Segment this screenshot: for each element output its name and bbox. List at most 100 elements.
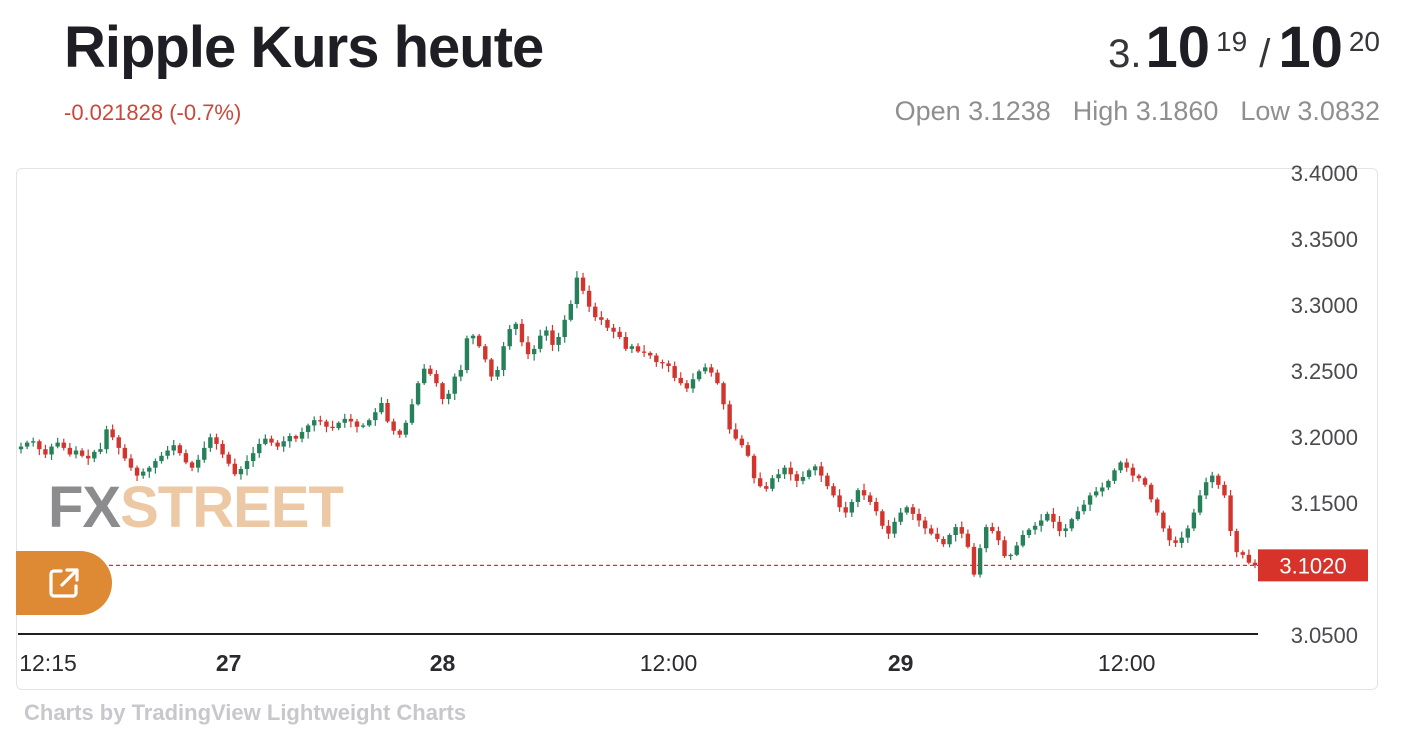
candle-body [250, 453, 256, 462]
candle-body [745, 445, 751, 456]
candle-body [318, 420, 323, 422]
candle-body [153, 461, 158, 468]
candle-body [92, 451, 97, 459]
external-link-icon [49, 568, 79, 598]
candle-body [513, 323, 519, 330]
candle-body [409, 404, 415, 423]
candle-body [1045, 513, 1050, 521]
candle-body [788, 467, 793, 475]
bid-big-figure: 10 [1145, 15, 1211, 80]
candle-body [147, 467, 152, 472]
candle-body [984, 527, 989, 549]
candle-body [666, 363, 671, 367]
candle-body [947, 535, 952, 545]
candle-body [635, 346, 641, 352]
candle-body [67, 447, 73, 455]
candle-body [672, 366, 677, 378]
candle-body [403, 422, 409, 435]
candle-body [360, 425, 366, 427]
candle-body [238, 469, 244, 475]
open-external-button[interactable] [16, 551, 112, 615]
candle-body [819, 466, 824, 476]
candle-body [1112, 470, 1117, 481]
candle-body [1197, 495, 1203, 513]
candle-body [1106, 480, 1111, 488]
ohl-stats: Open 3.1238 High 3.1860 Low 3.0832 [895, 96, 1380, 127]
candle-body [1173, 540, 1178, 543]
x-tick-label: 29 [888, 650, 914, 676]
candle-body [1100, 487, 1105, 492]
candle-body [312, 420, 317, 426]
candle-body [1179, 537, 1184, 543]
y-tick-label: 3.2500 [1291, 359, 1358, 384]
candle-body [794, 474, 800, 481]
candle-body [1203, 482, 1209, 496]
candle-body [1246, 554, 1252, 563]
ask-big-figure: 10 [1278, 15, 1343, 80]
bid-ask-quote: 3. 10 19 / 10 20 [1108, 14, 1380, 81]
candle-body [1185, 528, 1191, 538]
candle-body [116, 437, 121, 448]
candle-body [654, 355, 659, 363]
candle-body [61, 442, 66, 448]
candle-body [1087, 495, 1093, 505]
candle-body [183, 453, 189, 463]
candle-body [104, 429, 109, 450]
candle-body [287, 436, 292, 442]
candle-body [397, 430, 402, 435]
candle-body [128, 458, 134, 468]
chart-container[interactable] [16, 168, 1378, 690]
candle-body [1002, 540, 1007, 557]
candle-body [648, 352, 653, 356]
candle-body [770, 478, 775, 489]
candle-body [98, 449, 103, 452]
candle-body [1136, 475, 1142, 479]
candle-body [739, 438, 745, 446]
candle-body [507, 329, 512, 347]
candle-body [202, 447, 207, 460]
candle-body [812, 466, 818, 471]
candle-body [721, 383, 726, 405]
candle-body [452, 376, 457, 394]
x-tick-label: 12:00 [1098, 650, 1156, 676]
chart-credit[interactable]: Charts by TradingView Lightweight Charts [24, 700, 467, 725]
candle-body [1014, 545, 1019, 555]
candle-body [941, 538, 946, 545]
candle-body [1057, 521, 1062, 532]
candle-body [1063, 528, 1068, 532]
candle-body [977, 548, 983, 575]
candle-body [348, 418, 354, 422]
candle-body [641, 351, 647, 353]
candle-body [495, 370, 500, 377]
price-change: -0.021828 (-0.7%) [64, 100, 242, 125]
candle-body [324, 421, 329, 427]
candle-body [684, 383, 690, 389]
candle-body [501, 346, 506, 370]
candle-body [391, 421, 396, 431]
candle-body [1252, 562, 1258, 566]
candle-body [996, 531, 1001, 541]
candle-body [43, 449, 48, 455]
candle-body [1118, 462, 1123, 471]
fxstreet-watermark: FXSTREET [48, 475, 344, 540]
candle-body [1075, 511, 1081, 520]
candle-body [855, 490, 861, 502]
candle-body [1216, 475, 1221, 485]
candle-body [189, 462, 195, 468]
candle-body [1148, 484, 1154, 500]
candle-body [263, 438, 268, 444]
candle-body [281, 441, 286, 447]
candle-body [550, 330, 555, 345]
candle-body [1155, 499, 1160, 513]
candle-body [831, 486, 836, 496]
candle-body [177, 445, 183, 454]
candle-body [556, 337, 561, 345]
candle-body [953, 527, 958, 535]
candle-body [959, 527, 964, 534]
candle-body [629, 346, 635, 349]
candle-body [782, 467, 787, 475]
candle-body [1093, 491, 1099, 496]
candle-body [428, 368, 433, 374]
candle-body [299, 432, 305, 439]
